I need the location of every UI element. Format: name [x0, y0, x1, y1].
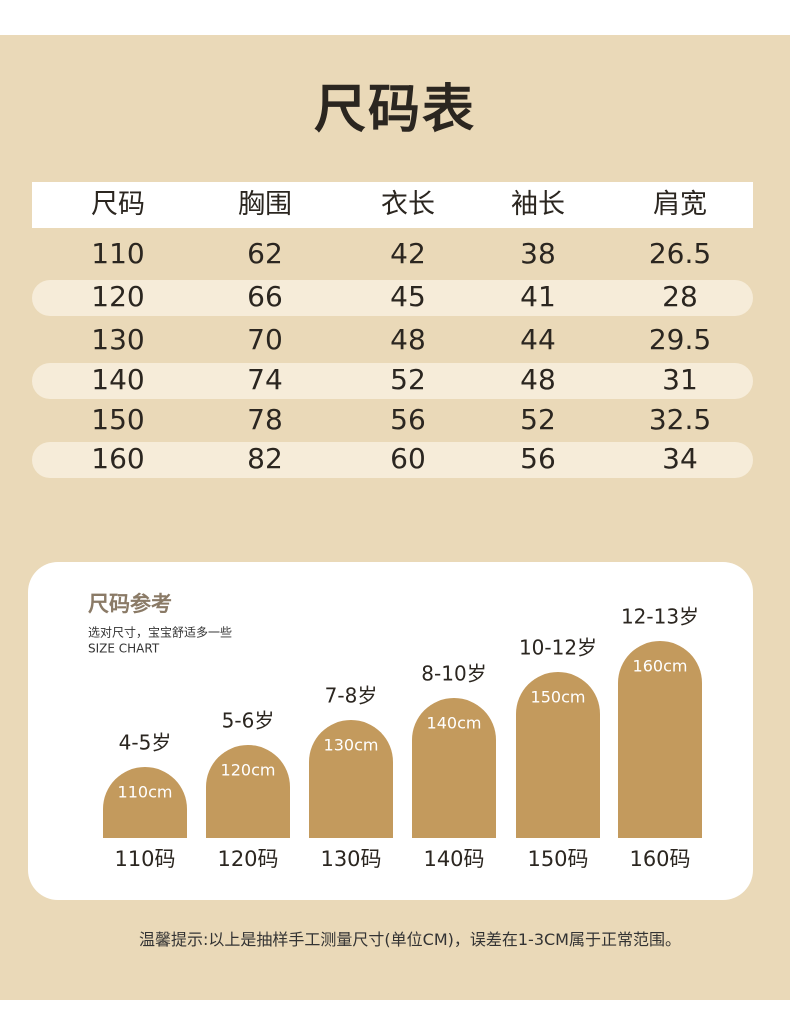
age-label: 8-10岁 [421, 662, 486, 686]
table-cell: 78 [247, 403, 283, 436]
age-label: 7-8岁 [325, 684, 378, 708]
table-cell: 28 [662, 280, 698, 313]
size-label: 140码 [423, 847, 484, 871]
header-band [32, 182, 753, 228]
header-cell: 尺码 [91, 189, 145, 220]
table-cell: 82 [247, 442, 283, 475]
size-label: 160码 [629, 847, 690, 871]
size-label: 150码 [527, 847, 588, 871]
card-subtitle: 选对尺寸，宝宝舒适多一些 [88, 626, 232, 640]
row-band [32, 442, 753, 478]
height-label: 140cm [427, 714, 482, 733]
table-cell: 56 [520, 442, 556, 475]
table-cell: 74 [247, 363, 283, 396]
header-cell: 肩宽 [653, 189, 707, 220]
table-cell: 32.5 [648, 403, 712, 436]
table-cell: 70 [247, 323, 283, 356]
size-arch [206, 745, 290, 838]
table-cell: 41 [520, 280, 556, 313]
table-cell: 130 [91, 323, 145, 356]
size-reference-card: 尺码参考 选对尺寸，宝宝舒适多一些 SIZE CHART 4-5岁 110cm 11… [28, 562, 753, 900]
table-cell: 45 [390, 280, 426, 313]
page-title: 尺码表 [313, 80, 476, 140]
age-label: 12-13岁 [621, 605, 699, 629]
size-arch [309, 720, 393, 838]
table-cell: 56 [390, 403, 426, 436]
table-cell: 48 [520, 363, 556, 396]
table-cell: 110 [91, 237, 145, 270]
table-cell: 66 [247, 280, 283, 313]
size-arch [103, 767, 187, 838]
row-band [32, 363, 753, 399]
header-cell: 袖长 [511, 189, 565, 220]
height-label: 160cm [633, 657, 688, 676]
age-label: 10-12岁 [519, 636, 597, 660]
table-cell: 48 [390, 323, 426, 356]
table-cell: 26.5 [648, 237, 712, 270]
header-cell: 胸围 [238, 189, 292, 220]
table-cell: 62 [247, 237, 283, 270]
height-label: 130cm [324, 736, 379, 755]
size-arch [516, 672, 600, 838]
table-cell: 52 [520, 403, 556, 436]
size-label: 120码 [217, 847, 278, 871]
card-title: 尺码参考 [88, 592, 172, 616]
age-label: 5-6岁 [222, 709, 275, 733]
size-arch [412, 698, 496, 838]
table-cell: 31 [662, 363, 698, 396]
table-cell: 44 [520, 323, 556, 356]
size-label: 110码 [114, 847, 175, 871]
table-cell: 38 [520, 237, 556, 270]
height-label: 120cm [221, 761, 276, 780]
table-cell: 150 [91, 403, 145, 436]
footer-note: 温馨提示:以上是抽样手工测量尺寸(单位CM)，误差在1-3CM属于正常范围。 [139, 930, 681, 949]
row-band [32, 280, 753, 316]
table-cell: 52 [390, 363, 426, 396]
age-label: 4-5岁 [119, 731, 172, 755]
table-cell: 29.5 [648, 323, 712, 356]
size-arch [618, 641, 702, 838]
table-cell: 34 [662, 442, 698, 475]
table-cell: 160 [91, 442, 145, 475]
table-cell: 42 [390, 237, 426, 270]
height-label: 110cm [118, 783, 173, 802]
table-cell: 60 [390, 442, 426, 475]
height-label: 150cm [531, 688, 586, 707]
table-cell: 120 [91, 280, 145, 313]
table-cell: 140 [91, 363, 145, 396]
size-label: 130码 [320, 847, 381, 871]
card-subtitle-en: SIZE CHART [88, 642, 160, 656]
header-cell: 衣长 [381, 189, 435, 220]
